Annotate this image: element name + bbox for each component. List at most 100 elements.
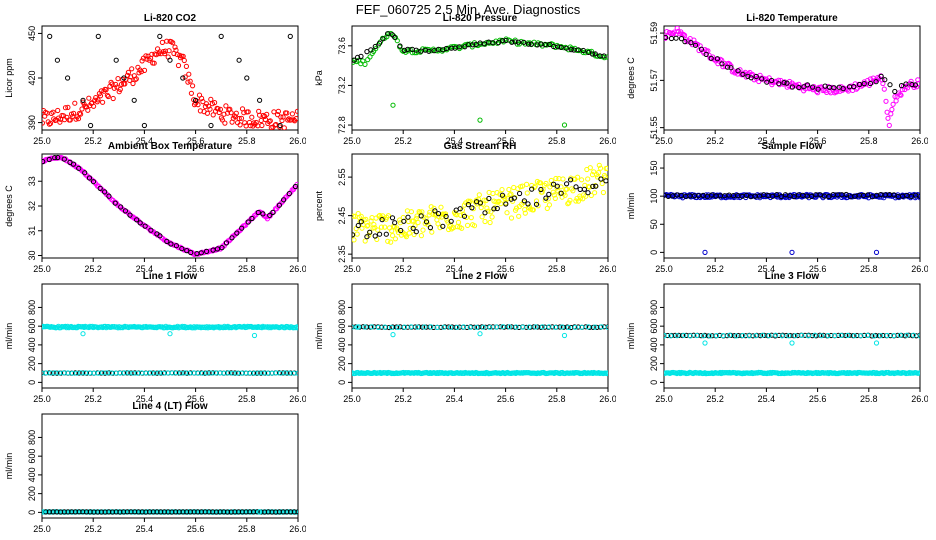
data-point — [376, 40, 383, 46]
y-tick-label: 32 — [27, 201, 37, 211]
data-point — [421, 324, 427, 330]
data-point — [550, 189, 556, 195]
data-point — [892, 88, 898, 95]
data-point — [435, 211, 442, 217]
data-point — [555, 44, 561, 50]
data-point — [664, 29, 670, 35]
data-point — [382, 224, 388, 230]
data-point — [354, 231, 360, 237]
y-tick-label: 400 — [337, 337, 347, 352]
data-point — [889, 106, 895, 113]
data-point — [779, 333, 785, 339]
data-point — [275, 108, 281, 115]
data-point — [141, 67, 148, 74]
data-point — [373, 46, 379, 52]
data-point — [207, 106, 213, 112]
data-point — [408, 324, 414, 330]
data-point — [210, 112, 216, 118]
data-point — [487, 219, 493, 226]
data-point — [102, 323, 108, 329]
x-tick-label: 25.8 — [548, 394, 566, 404]
data-point — [479, 214, 485, 220]
data-point — [546, 191, 552, 198]
data-point — [133, 76, 139, 82]
data-point — [764, 79, 770, 85]
data-point — [119, 76, 126, 83]
data-point — [552, 195, 558, 202]
data-point — [375, 227, 381, 233]
data-point — [114, 84, 120, 90]
data-point — [157, 33, 163, 39]
data-point — [447, 324, 454, 330]
x-tick-label: 25.4 — [136, 264, 154, 274]
data-point — [552, 324, 559, 330]
data-point — [765, 78, 771, 84]
x-tick-label: 26.0 — [289, 524, 306, 534]
data-point — [182, 74, 188, 80]
data-point — [461, 324, 467, 330]
data-point — [383, 231, 389, 237]
data-point — [562, 192, 568, 198]
data-point — [500, 324, 506, 330]
y-axis-label: degrees C — [626, 57, 636, 99]
data-point — [519, 183, 525, 189]
y-tick-label: 0 — [27, 380, 37, 385]
y-tick-label: 2.45 — [337, 207, 347, 225]
data-point — [477, 117, 483, 123]
data-point — [277, 122, 283, 129]
data-point — [205, 325, 211, 331]
data-point — [364, 223, 370, 229]
data-point — [604, 165, 608, 171]
data-point — [118, 81, 125, 88]
data-point — [130, 80, 136, 87]
data-point — [286, 116, 292, 122]
data-point — [735, 68, 741, 74]
x-tick-label: 26.0 — [911, 264, 928, 274]
data-point — [592, 324, 598, 330]
data-point — [431, 324, 437, 331]
chart-panel-sample_flow: Sample Flow 25.0 25.2 25.4 25.6 25.8 26.0 0 50 10… — [626, 141, 928, 274]
data-point — [362, 324, 368, 330]
data-point — [526, 324, 532, 330]
data-point — [368, 47, 374, 53]
y-tick-label: 800 — [27, 300, 37, 315]
data-point — [566, 200, 572, 206]
plot-frame — [41, 283, 299, 389]
data-point — [504, 210, 510, 216]
data-point — [394, 227, 401, 233]
chart-panel-rh: Gas Stream RH 25.0 25.2 25.4 25.6 25.8 26.0 2.3… — [314, 141, 616, 274]
data-point — [890, 101, 896, 107]
y-tick-label: 73.6 — [337, 37, 347, 55]
data-point — [392, 220, 398, 226]
data-point — [506, 324, 513, 330]
data-point — [511, 184, 517, 191]
y-tick-label: 30 — [27, 251, 37, 261]
data-point — [397, 43, 403, 49]
data-point — [903, 81, 909, 87]
data-point — [818, 333, 825, 339]
data-point — [236, 115, 242, 122]
data-point — [91, 103, 97, 109]
data-point — [266, 325, 272, 331]
data-point — [503, 37, 509, 44]
data-point — [289, 111, 295, 117]
data-point — [167, 57, 173, 63]
data-point — [216, 109, 222, 116]
y-tick-label: 150 — [649, 161, 659, 176]
data-point — [440, 223, 446, 229]
chart-title: Li-820 Pressure — [443, 13, 518, 24]
x-tick-label: 25.0 — [343, 136, 361, 146]
data-point — [490, 40, 496, 46]
data-point — [471, 223, 478, 229]
data-point — [851, 84, 857, 90]
data-point — [52, 155, 58, 161]
data-point — [700, 333, 707, 339]
data-point — [115, 325, 121, 331]
data-point — [217, 106, 223, 113]
data-point — [109, 81, 115, 87]
data-point — [264, 216, 270, 222]
data-point — [434, 324, 440, 331]
data-point — [385, 238, 391, 244]
data-point — [508, 196, 514, 202]
data-point — [390, 102, 396, 108]
